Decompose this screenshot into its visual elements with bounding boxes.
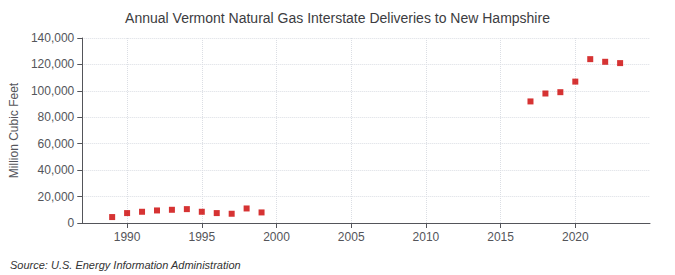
svg-text:2010: 2010: [413, 230, 440, 244]
svg-text:20,000: 20,000: [38, 190, 75, 204]
svg-text:Annual Vermont Natural Gas Int: Annual Vermont Natural Gas Interstate De…: [125, 10, 550, 26]
svg-text:2020: 2020: [562, 230, 589, 244]
svg-text:100,000: 100,000: [31, 84, 75, 98]
svg-text:1990: 1990: [114, 230, 141, 244]
svg-text:2015: 2015: [487, 230, 514, 244]
svg-text:2000: 2000: [263, 230, 290, 244]
svg-text:40,000: 40,000: [38, 163, 75, 177]
svg-text:Source: U.S. Energy Informatio: Source: U.S. Energy Information Administ…: [10, 259, 241, 271]
svg-text:120,000: 120,000: [31, 57, 75, 71]
svg-text:80,000: 80,000: [38, 110, 75, 124]
svg-text:0: 0: [68, 216, 75, 230]
svg-text:1995: 1995: [188, 230, 215, 244]
svg-text:140,000: 140,000: [31, 31, 75, 45]
svg-text:60,000: 60,000: [38, 137, 75, 151]
svg-text:Million Cubic Feet: Million Cubic Feet: [7, 82, 21, 178]
svg-text:2005: 2005: [338, 230, 365, 244]
